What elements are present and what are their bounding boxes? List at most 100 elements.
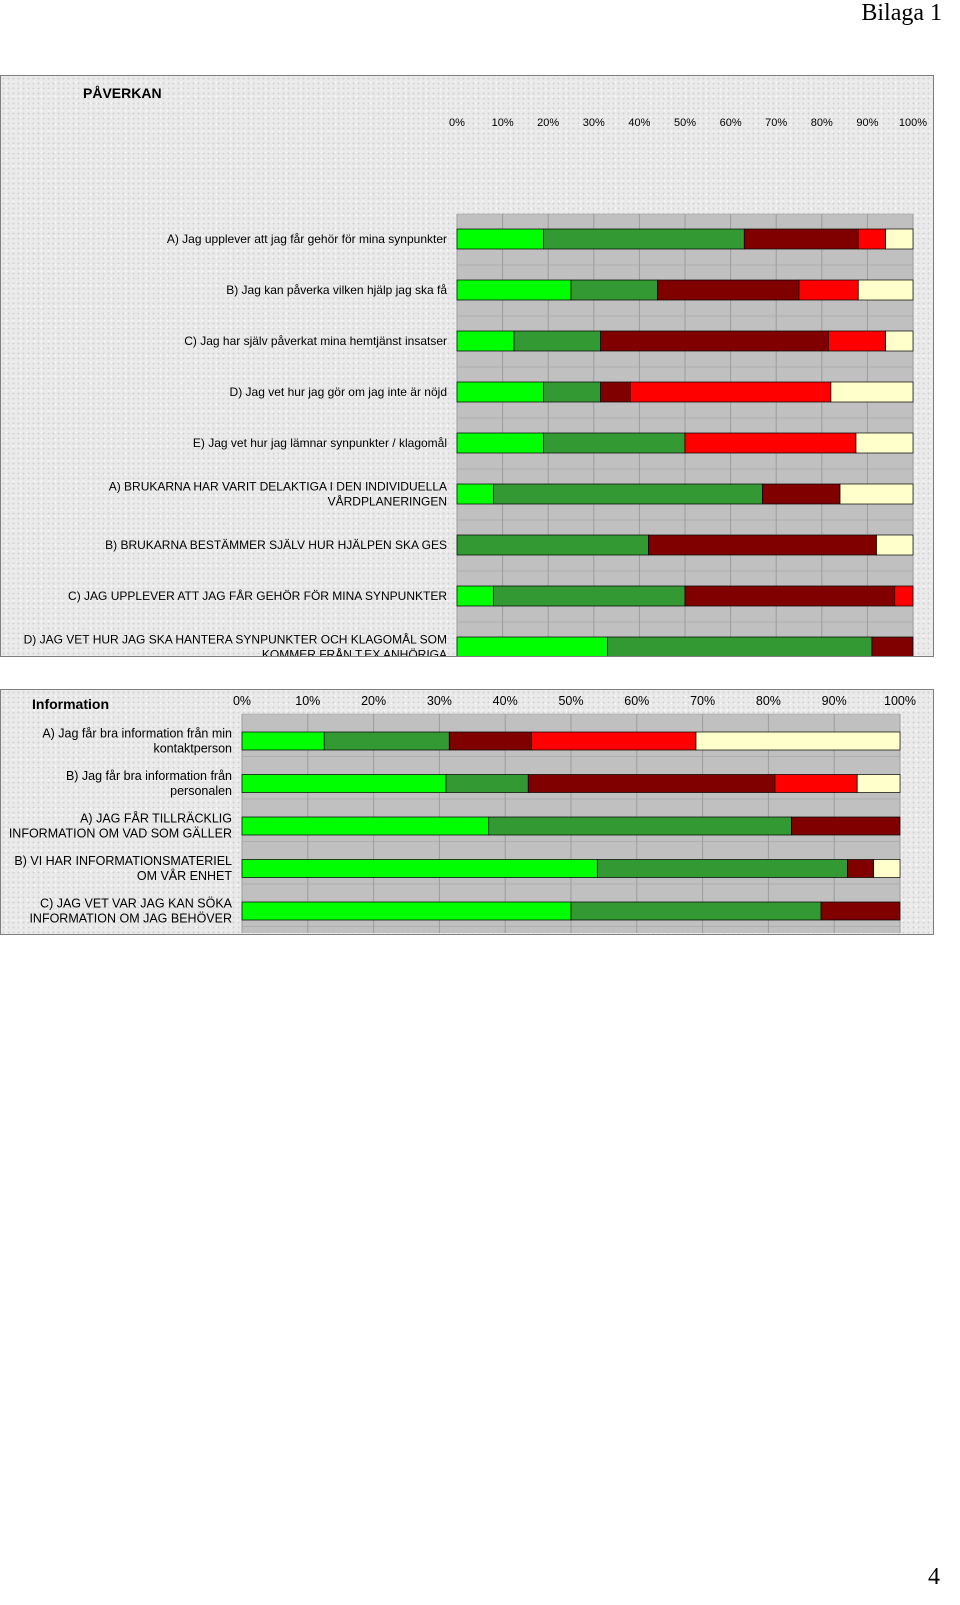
bar-segment bbox=[839, 483, 914, 505]
bar-segment bbox=[513, 330, 601, 352]
x-tick-label: 0% bbox=[233, 694, 251, 708]
x-tick-label: 70% bbox=[765, 117, 787, 129]
category-label: personalen bbox=[170, 784, 232, 798]
category-label: C) JAG VET VAR JAG KAN SÖKA bbox=[40, 897, 233, 911]
bar-segment bbox=[828, 330, 886, 352]
bar-segment bbox=[241, 816, 490, 836]
page-header: Bilaga 1 bbox=[861, 0, 942, 26]
x-tick-label: 10% bbox=[295, 694, 320, 708]
bar-segment bbox=[456, 381, 544, 403]
bar-segment bbox=[493, 585, 686, 607]
bar-segment bbox=[830, 381, 914, 403]
category-label: D) Jag vet hur jag gör om jag inte är nö… bbox=[230, 385, 447, 399]
bar-segment bbox=[241, 901, 572, 921]
x-tick-label: 60% bbox=[624, 694, 649, 708]
x-tick-label: 30% bbox=[427, 694, 452, 708]
bar-segment bbox=[855, 432, 914, 454]
bar-segment bbox=[695, 731, 901, 751]
category-label: B) Jag kan påverka vilken hjälp jag ska … bbox=[226, 283, 447, 297]
page-number: 4 bbox=[928, 1564, 940, 1590]
x-tick-label: 70% bbox=[690, 694, 715, 708]
x-tick-label: 60% bbox=[720, 117, 742, 129]
bar-segment bbox=[607, 636, 873, 656]
bar-segment bbox=[648, 534, 877, 556]
x-tick-label: 50% bbox=[558, 694, 583, 708]
bar-segment bbox=[791, 816, 901, 836]
category-label: INFORMATION OM VAD SOM GÄLLER bbox=[9, 827, 232, 841]
x-tick-label: 30% bbox=[583, 117, 605, 129]
bar-segment bbox=[856, 774, 901, 793]
category-label: B) VI HAR INFORMATIONSMATERIEL bbox=[14, 854, 232, 868]
bar-segment bbox=[445, 774, 529, 793]
chart-information-svg: Information 0% 10% 20% 30% 40% 50% 60% 70% 80% 90%… bbox=[9, 694, 916, 933]
bar-segment bbox=[684, 585, 896, 607]
x-tick-label: 100% bbox=[884, 694, 916, 708]
x-tick-label: 90% bbox=[822, 694, 847, 708]
bar-segment bbox=[871, 636, 914, 656]
bar-segment bbox=[456, 636, 608, 656]
category-label: D) JAG VET HUR JAG SKA HANTERA SYNPUNKTE… bbox=[24, 632, 447, 647]
bar-segment bbox=[629, 381, 832, 403]
bar-segment bbox=[456, 279, 572, 301]
chart-title: Information bbox=[32, 696, 109, 712]
bar-segment bbox=[570, 279, 658, 301]
bar-segment bbox=[493, 483, 763, 505]
bar-segment bbox=[820, 901, 901, 921]
bar-segment bbox=[456, 228, 544, 250]
bar-segment bbox=[448, 731, 532, 751]
bar-segment bbox=[241, 859, 598, 878]
category-label: C) JAG UPPLEVER ATT JAG FÅR GEHÖR FÖR MI… bbox=[68, 588, 447, 603]
bar-segment bbox=[657, 279, 800, 301]
bar-segment bbox=[456, 330, 515, 352]
bar-segment bbox=[543, 228, 745, 250]
x-tick-label: 40% bbox=[628, 117, 650, 129]
category-label: A) JAG FÅR TILLRÄCKLIG bbox=[80, 811, 232, 826]
bar-segment bbox=[743, 228, 859, 250]
bar-segment bbox=[600, 381, 631, 403]
chart-paverkan-svg: PÅVERKAN 0% 10% 20% 30% 40% 50% 60% 70% 80% 90% 100… bbox=[24, 85, 927, 657]
bar-segment bbox=[570, 901, 822, 921]
bar-segment bbox=[596, 859, 848, 878]
bar-segment bbox=[527, 774, 776, 793]
x-tick-label: 80% bbox=[811, 117, 833, 129]
category-label: INFORMATION OM JAG BEHÖVER bbox=[29, 912, 232, 926]
category-label: B) Jag får bra information från bbox=[66, 769, 232, 783]
bar-segment bbox=[456, 585, 494, 607]
x-tick-label: 40% bbox=[493, 694, 518, 708]
bar-segment bbox=[456, 432, 544, 454]
bar-segment bbox=[241, 731, 325, 751]
bar-segment bbox=[456, 534, 649, 556]
category-label: A) Jag upplever att jag får gehör för mi… bbox=[167, 232, 447, 246]
category-label: A) Jag får bra information från min bbox=[42, 727, 232, 741]
x-tick-label: 20% bbox=[361, 694, 386, 708]
bar-segment bbox=[543, 381, 601, 403]
bar-segment bbox=[456, 483, 494, 505]
bar-segment bbox=[323, 731, 450, 751]
bar-segment bbox=[857, 228, 886, 250]
category-label: KOMMER FRÅN T.EX ANHÖRIGA bbox=[262, 647, 447, 657]
bar-segment bbox=[876, 534, 914, 556]
x-tick-label: 50% bbox=[674, 117, 696, 129]
bar-segment bbox=[857, 279, 914, 301]
bar-segment bbox=[241, 774, 447, 793]
bar-segment bbox=[488, 816, 792, 836]
bar-segment bbox=[885, 228, 914, 250]
category-label: E) Jag vet hur jag lämnar synpunkter / k… bbox=[193, 436, 447, 450]
category-label: C) Jag har själv påverkat mina hemtjänst… bbox=[184, 334, 447, 348]
bar-segment bbox=[774, 774, 858, 793]
category-label: VÅRDPLANERINGEN bbox=[328, 494, 447, 509]
chart-paverkan: PÅVERKAN 0% 10% 20% 30% 40% 50% 60% 70% 80% 90% 100… bbox=[0, 75, 934, 657]
x-tick-label: 10% bbox=[492, 117, 514, 129]
bar-segment bbox=[684, 432, 857, 454]
x-tick-label: 100% bbox=[899, 117, 927, 129]
chart-title: PÅVERKAN bbox=[83, 85, 162, 101]
bar-segment bbox=[762, 483, 841, 505]
x-tick-label: 80% bbox=[756, 694, 781, 708]
x-tick-label: 0% bbox=[449, 117, 465, 129]
bar-segment bbox=[531, 731, 697, 751]
bar-segment bbox=[543, 432, 686, 454]
category-label: OM VÅR ENHET bbox=[137, 868, 233, 883]
category-label: kontaktperson bbox=[153, 742, 232, 756]
category-label: A) BRUKARNA HAR VARIT DELAKTIGA I DEN IN… bbox=[109, 480, 447, 494]
bar-segment bbox=[873, 859, 901, 878]
